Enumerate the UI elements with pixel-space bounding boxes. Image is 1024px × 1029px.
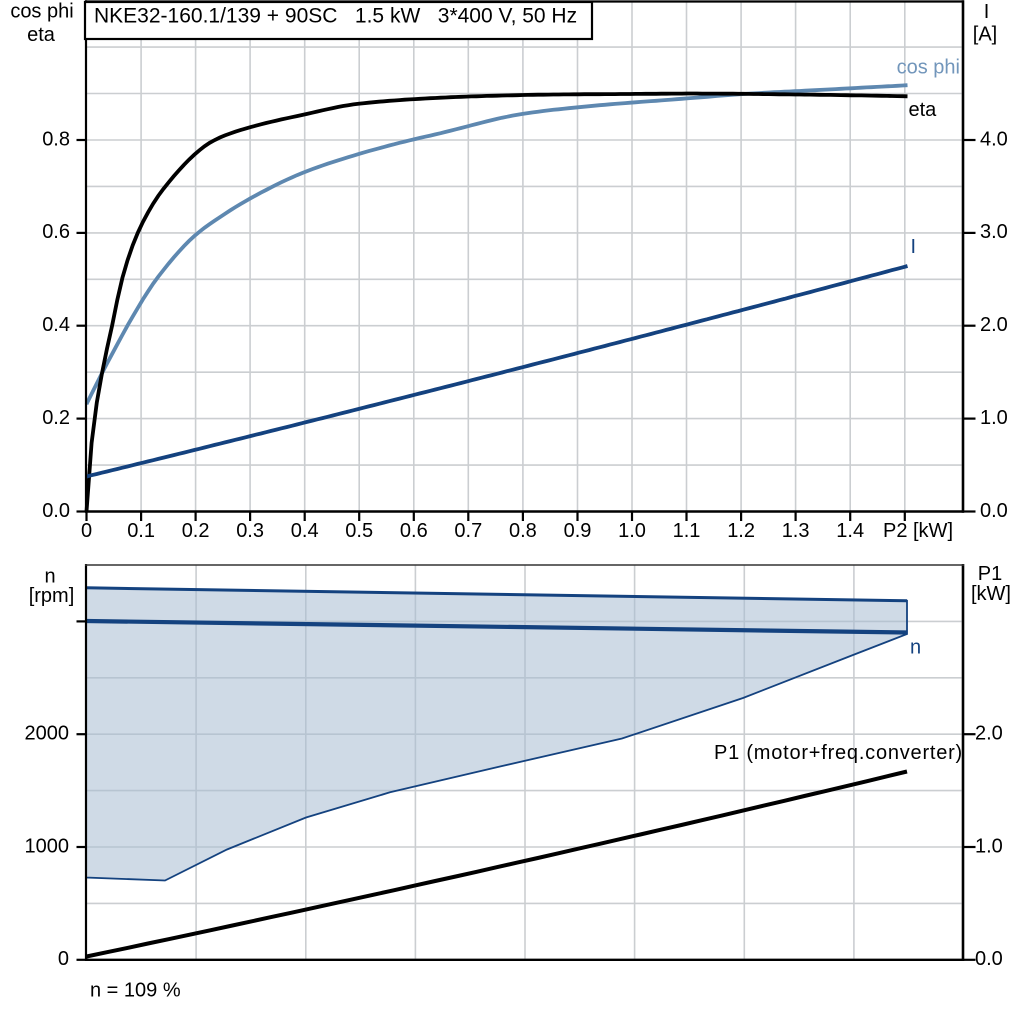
svg-text:0.7: 0.7 — [454, 520, 482, 542]
svg-text:[rpm]: [rpm] — [29, 585, 75, 607]
svg-text:0: 0 — [81, 520, 92, 542]
svg-text:0.6: 0.6 — [42, 221, 70, 243]
svg-text:eta: eta — [27, 24, 56, 46]
svg-text:3.0: 3.0 — [980, 221, 1008, 243]
svg-text:2.0: 2.0 — [975, 723, 1003, 745]
svg-text:0.4: 0.4 — [291, 520, 319, 542]
svg-text:1.4: 1.4 — [836, 520, 864, 542]
svg-text:0.0: 0.0 — [42, 500, 70, 522]
svg-text:eta: eta — [909, 99, 938, 121]
svg-text:2.0: 2.0 — [980, 314, 1008, 336]
svg-text:0.9: 0.9 — [564, 520, 592, 542]
svg-text:P1 (motor+freq.converter): P1 (motor+freq.converter) — [714, 742, 963, 764]
svg-text:1.2: 1.2 — [727, 520, 755, 542]
svg-text:2000: 2000 — [25, 723, 70, 745]
svg-text:0.0: 0.0 — [975, 948, 1003, 970]
svg-text:0.0: 0.0 — [980, 500, 1008, 522]
svg-text:0.2: 0.2 — [42, 407, 70, 429]
svg-text:n: n — [910, 637, 921, 659]
svg-text:0.1: 0.1 — [127, 520, 155, 542]
svg-text:0.8: 0.8 — [509, 520, 537, 542]
svg-text:cos phi: cos phi — [10, 1, 73, 23]
svg-text:0.8: 0.8 — [42, 128, 70, 150]
svg-text:P2 [kW]: P2 [kW] — [883, 520, 953, 542]
svg-text:[kW]: [kW] — [971, 583, 1011, 605]
svg-text:1.0: 1.0 — [980, 407, 1008, 429]
svg-text:4.0: 4.0 — [980, 128, 1008, 150]
svg-text:I: I — [984, 1, 990, 23]
svg-text:[A]: [A] — [973, 24, 997, 46]
svg-text:0.2: 0.2 — [182, 520, 210, 542]
svg-text:cos phi: cos phi — [897, 57, 960, 79]
svg-text:0.4: 0.4 — [42, 314, 70, 336]
svg-text:0.6: 0.6 — [400, 520, 428, 542]
svg-text:1000: 1000 — [25, 835, 70, 857]
svg-text:n = 109 %: n = 109 % — [90, 980, 181, 1002]
svg-text:1.0: 1.0 — [975, 835, 1003, 857]
svg-text:1.3: 1.3 — [782, 520, 810, 542]
svg-text:1.0: 1.0 — [618, 520, 646, 542]
svg-text:0: 0 — [58, 948, 69, 970]
svg-text:n: n — [44, 566, 55, 588]
svg-text:NKE32-160.1/139 + 90SC 1.5 k: NKE32-160.1/139 + 90SC 1.5 kW 3*400 V, 5… — [94, 4, 577, 27]
svg-text:0.3: 0.3 — [236, 520, 264, 542]
svg-text:I: I — [911, 236, 917, 258]
svg-text:0.5: 0.5 — [345, 520, 373, 542]
svg-text:1.1: 1.1 — [673, 520, 701, 542]
svg-text:P1: P1 — [978, 563, 1002, 585]
